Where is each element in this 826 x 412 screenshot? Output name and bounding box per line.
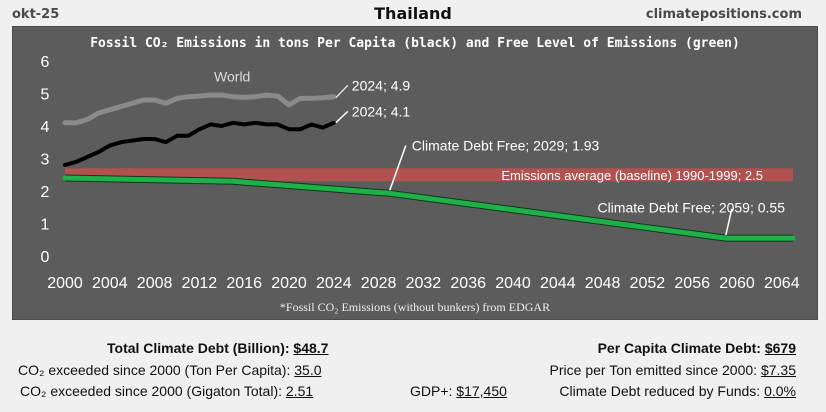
debt-free-2029-leader (389, 145, 407, 191)
funds-value: 0.0% (764, 383, 796, 399)
x-tick-label: 2056 (674, 275, 710, 292)
exceeded-gt-label: CO₂ exceeded since 2000 (Gigaton Total): (20, 383, 282, 399)
world-2024-label: 2024; 4.9 (352, 77, 411, 93)
debt-free-2029-label: Climate Debt Free; 2029; 1.93 (412, 138, 600, 154)
y-tick-label: 5 (41, 87, 50, 104)
y-tick-label: 3 (41, 152, 50, 169)
site-label: climatepositions.com (645, 7, 802, 22)
thailand-2024-label: 2024; 4.1 (352, 103, 411, 119)
exceeded-ton: CO₂ exceeded since 2000 (Ton Per Capita)… (18, 362, 322, 378)
x-tick-label: 2040 (495, 275, 531, 292)
chart-svg: Fossil CO₂ Emissions in tons Per Capita … (41, 36, 800, 314)
world-label: World (214, 68, 250, 84)
date-label: okt-25 (12, 7, 60, 22)
stats-panel: Total Climate Debt (Billion): $48.7 CO₂ … (0, 328, 826, 412)
exceeded-gt: CO₂ exceeded since 2000 (Gigaton Total):… (20, 383, 313, 399)
x-tick-label: 2008 (137, 275, 173, 292)
x-tick-label: 2064 (764, 275, 800, 292)
header: okt-25 Thailand climatepositions.com (0, 0, 826, 30)
y-tick-label: 0 (41, 249, 50, 266)
series-line-world (62, 92, 337, 126)
exceeded-ton-value: 35.0 (294, 362, 322, 378)
world-2024-leader (335, 84, 349, 99)
y-tick-label: 2 (41, 184, 50, 201)
baseline-band (65, 168, 793, 182)
per-capita-value: $679 (764, 340, 796, 356)
gdp: GDP+: $17,450 (410, 383, 507, 399)
debt-free-2059-label: Climate Debt Free; 2059; 0.55 (597, 199, 785, 215)
baseline-band-label: Emissions average (baseline) 1990-1999; … (501, 168, 763, 183)
y-tick-label: 1 (41, 217, 50, 234)
x-tick-label: 2024 (316, 275, 352, 292)
x-tick-label: 2048 (585, 275, 621, 292)
gdp-value: $17,450 (456, 383, 507, 399)
x-tick-label: 2020 (271, 275, 307, 292)
country-title: Thailand (374, 4, 452, 23)
thailand-2024-leader (335, 110, 349, 124)
x-tick-label: 2060 (719, 275, 755, 292)
x-tick-label: 2028 (361, 275, 397, 292)
x-tick-label: 2016 (226, 275, 262, 292)
x-tick-label: 2004 (92, 275, 128, 292)
price-label: Price per Ton emitted since 2000: (549, 362, 758, 378)
x-tick-label: 2036 (450, 275, 486, 292)
per-capita-debt: Per Capita Climate Debt: $679 (598, 340, 796, 356)
exceeded-gt-value: 2.51 (285, 383, 314, 399)
emissions-chart: Fossil CO₂ Emissions in tons Per Capita … (12, 26, 818, 320)
series-line-free-level-of-emissions (62, 175, 796, 241)
x-tick-label: 2044 (540, 275, 576, 292)
price-per-ton: Price per Ton emitted since 2000: $7.35 (550, 362, 796, 378)
total-debt-label: Total Climate Debt (Billion): (107, 340, 290, 356)
per-capita-label: Per Capita Climate Debt: (597, 340, 761, 356)
chart-footnote: *Fossil CO₂ Emissions (without bunkers) … (280, 300, 550, 314)
exceeded-ton-label: CO₂ exceeded since 2000 (Ton Per Capita)… (18, 362, 291, 378)
y-tick-label: 4 (41, 119, 50, 136)
x-tick-label: 2012 (182, 275, 218, 292)
x-tick-label: 2052 (630, 275, 666, 292)
y-tick-label: 6 (41, 54, 50, 71)
series-line-thailand (63, 120, 336, 167)
gdp-label: GDP+: (410, 383, 453, 399)
price-value: $7.35 (760, 362, 796, 378)
total-debt-value: $48.7 (293, 340, 329, 356)
total-debt: Total Climate Debt (Billion): $48.7 (107, 340, 328, 356)
funds-label: Climate Debt reduced by Funds: (559, 383, 761, 399)
x-tick-label: 2032 (406, 275, 442, 292)
debt-free-2059-leader (725, 208, 733, 236)
x-tick-label: 2000 (47, 275, 83, 292)
chart-title: Fossil CO₂ Emissions in tons Per Capita … (90, 36, 740, 51)
funds-reduction: Climate Debt reduced by Funds: 0.0% (559, 383, 796, 399)
